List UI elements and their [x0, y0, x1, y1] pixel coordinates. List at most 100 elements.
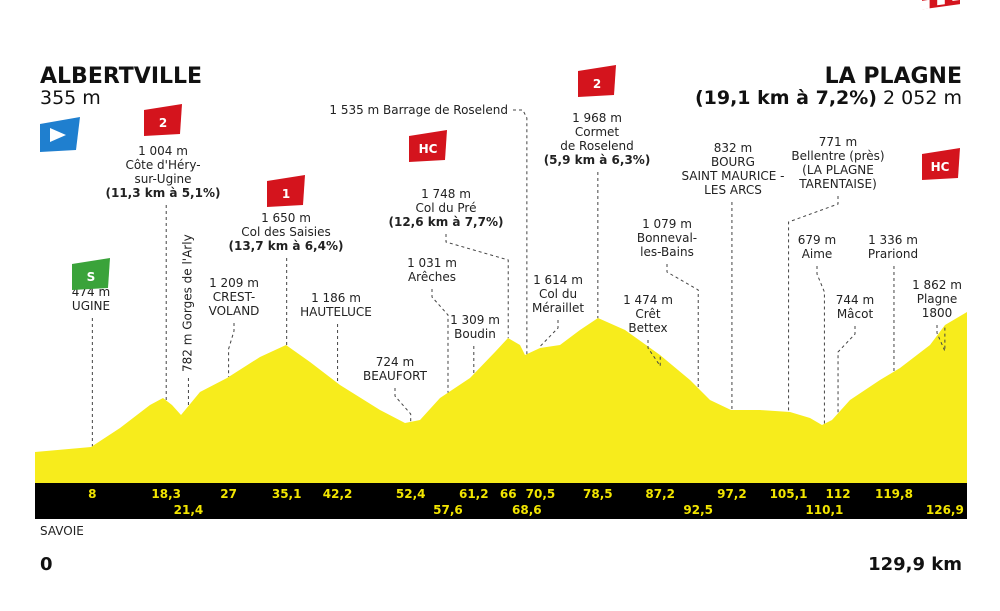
icon-bg: [922, 148, 960, 180]
category-label: HC: [931, 160, 950, 174]
km-label: 68,6: [512, 503, 542, 517]
waypoint-label: Col du Pré: [416, 201, 477, 215]
waypoint-label: 1 031 m: [407, 256, 457, 270]
leader: [228, 323, 235, 377]
waypoint-label: 832 m: [714, 141, 752, 155]
finish-category: HC: [922, 148, 960, 180]
total-km: 129,9 km: [868, 554, 962, 575]
waypoint-label: Crêt: [635, 307, 660, 321]
finish-climb: (19,1 km à 7,2%): [695, 87, 877, 109]
waypoint-label: Mâcot: [837, 307, 874, 321]
category-icon: 2: [578, 65, 616, 97]
finish-altitude: 2 052 m: [883, 87, 962, 109]
category-icon: S: [72, 258, 110, 290]
profile: [35, 312, 967, 483]
km-label: 57,6: [433, 503, 463, 517]
km-label: 18,3: [151, 487, 181, 501]
finish-flag: [922, 0, 960, 10]
waypoint-label: 744 m: [836, 293, 874, 307]
waypoint-label: 771 m: [819, 135, 857, 149]
waypoint-label: 1800: [922, 306, 953, 320]
km-label: 21,4: [174, 503, 204, 517]
leader: [666, 264, 699, 389]
start-km: 0: [40, 554, 53, 575]
category-label: HC: [419, 142, 438, 156]
waypoint-label: 1 209 m: [209, 276, 259, 290]
waypoint-label: (5,9 km à 6,3%): [544, 153, 651, 167]
leader: [513, 109, 528, 355]
checker-cell: [937, 0, 945, 6]
waypoint-label: UGINE: [72, 299, 110, 313]
start-arrow: [50, 128, 66, 142]
waypoint-label: Prariond: [868, 247, 918, 261]
waypoint-label: Bettex: [628, 321, 667, 335]
km-label: 112: [826, 487, 851, 501]
leader: [394, 388, 412, 422]
km-label: 70,5: [526, 487, 556, 501]
waypoint-label: Bellentre (près): [791, 149, 884, 163]
start-name: ALBERTVILLE: [40, 64, 202, 89]
waypoint-label: Méraillet: [532, 301, 584, 315]
waypoint-label: 1 650 m: [261, 211, 311, 225]
waypoint-label: 1 535 m Barrage de Roselend: [329, 103, 508, 117]
waypoint-label: Boudin: [454, 327, 496, 341]
waypoint-label: 1 748 m: [421, 187, 471, 201]
waypoint-label: 1 186 m: [311, 291, 361, 305]
km-label: 61,2: [459, 487, 489, 501]
waypoint-label: 1 614 m: [533, 273, 583, 287]
waypoint-label: 1 968 m: [572, 111, 622, 125]
km-label: 8: [88, 487, 96, 501]
waypoint-label: sur-Ugine: [134, 172, 191, 186]
km-label: 126,9: [926, 503, 964, 517]
category-label: 1: [282, 187, 290, 201]
leader: [837, 326, 856, 414]
km-label: 119,8: [875, 487, 913, 501]
waypoint-label: HAUTELUCE: [300, 305, 372, 319]
category-label: 2: [159, 116, 167, 130]
category-label: 2: [593, 77, 601, 91]
km-label: 52,4: [396, 487, 426, 501]
leader: [539, 320, 559, 348]
waypoint-label: (LA PLAGNE: [802, 163, 874, 177]
km-label: 92,5: [683, 503, 713, 517]
finish-info: (19,1 km à 7,2%) 2 052 m: [695, 87, 962, 109]
waypoint-label: (11,3 km à 5,1%): [106, 186, 221, 200]
region: SAVOIE: [40, 524, 84, 538]
waypoint-label: 1 862 m: [912, 278, 962, 292]
km-label: 105,1: [770, 487, 808, 501]
km-bar: [35, 483, 967, 519]
leader: [788, 196, 839, 412]
km-label: 97,2: [717, 487, 747, 501]
waypoint-label: Bonneval-: [637, 231, 697, 245]
km-label: 42,2: [323, 487, 353, 501]
km-label: 35,1: [272, 487, 302, 501]
category-icon: HC: [409, 130, 447, 162]
km-label: 78,5: [583, 487, 613, 501]
km-label: 27: [220, 487, 237, 501]
waypoint-label: (13,7 km à 6,4%): [229, 239, 344, 253]
icon-bg: [72, 258, 110, 290]
leader: [647, 340, 661, 368]
km-label: 110,1: [805, 503, 843, 517]
waypoint-label: Col des Saisies: [241, 225, 330, 239]
category-icon: 2: [144, 104, 182, 136]
waypoint-label: 1 309 m: [450, 313, 500, 327]
waypoint-label: BEAUFORT: [363, 369, 428, 383]
waypoint-label: 1 079 m: [642, 217, 692, 231]
waypoint-label: SAINT MAURICE -: [681, 169, 784, 183]
waypoint-label: 782 m Gorges de l'Arly: [180, 234, 194, 372]
km-label: 66: [500, 487, 517, 501]
waypoint-label: Col du: [539, 287, 577, 301]
waypoint-label: les-Bains: [640, 245, 694, 259]
start-altitude: 355 m: [40, 87, 101, 109]
waypoint-label: (12,6 km à 7,7%): [389, 215, 504, 229]
waypoint-label: VOLAND: [209, 304, 260, 318]
waypoint-label: Cormet: [575, 125, 620, 139]
waypoint-label: TARENTAISE): [798, 177, 877, 191]
waypoint-label: Plagne: [917, 292, 958, 306]
waypoint-label: Côte d'Héry-: [125, 158, 200, 172]
waypoint-label: 724 m: [376, 355, 414, 369]
checker-cell: [922, 0, 930, 10]
km-label: 87,2: [645, 487, 675, 501]
